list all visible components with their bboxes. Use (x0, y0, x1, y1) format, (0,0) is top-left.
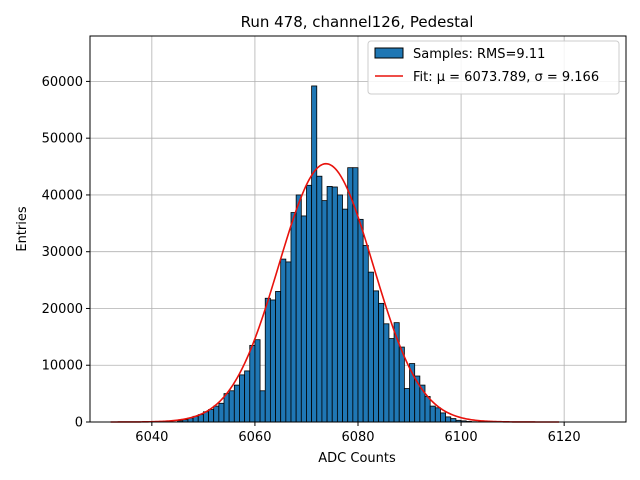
histogram-bar (316, 175, 323, 423)
x-tick-label: 6080 (341, 430, 374, 445)
histogram-bar (275, 291, 282, 423)
x-axis-ticks: 6040 6060 6080 6100 6120 (135, 422, 581, 445)
histogram-bar (213, 405, 220, 423)
legend-box (367, 40, 620, 95)
histogram-bar (403, 388, 410, 423)
histogram-bar (218, 402, 225, 423)
histogram-bar (373, 290, 380, 423)
histogram-bar (249, 344, 256, 423)
histogram-bar (233, 384, 240, 423)
histogram-bar (228, 390, 235, 423)
y-tick-label: 30000 (42, 245, 83, 260)
histogram-bar (244, 370, 251, 423)
histogram-bar (285, 261, 292, 423)
x-tick-label: 6120 (548, 430, 581, 445)
fit-curve (110, 162, 559, 423)
histogram-bar (378, 302, 385, 423)
x-axis-label: ADC Counts (318, 451, 396, 466)
histogram-bar (300, 215, 307, 423)
histogram-bar (280, 258, 287, 423)
histogram-bar (259, 390, 266, 423)
histogram-bar (445, 416, 452, 423)
histogram-bar (223, 393, 230, 423)
x-tick-label: 6100 (445, 430, 478, 445)
histogram-bar (290, 212, 297, 423)
histogram-bar (362, 245, 369, 423)
y-tick-label: 50000 (42, 132, 83, 147)
y-tick-label: 0 (75, 416, 83, 431)
histogram-bar (326, 186, 333, 423)
histogram-bar (383, 323, 390, 423)
legend-bar-swatch (374, 47, 404, 59)
histogram-bar (424, 396, 431, 423)
y-tick-label: 10000 (42, 359, 83, 374)
histogram-bar (347, 167, 354, 423)
x-tick-label: 6040 (135, 430, 168, 445)
histogram-bar (331, 186, 338, 423)
legend-bar-label: Samples: RMS=9.11 (413, 47, 545, 62)
histogram-bar (269, 299, 276, 423)
legend: Samples: RMS=9.11 Fit: μ = 6073.789, σ =… (367, 40, 620, 95)
plot-area (89, 35, 627, 423)
histogram-bar (254, 339, 261, 423)
histogram-bar (342, 208, 349, 423)
histogram-bar (208, 409, 215, 423)
histogram-bar (367, 271, 374, 423)
y-axis-ticks: 0 10000 20000 30000 40000 50000 60000 (42, 75, 90, 431)
histogram-bar (440, 412, 447, 423)
histogram-bar (450, 418, 457, 423)
legend-fit-label: Fit: μ = 6073.789, σ = 9.166 (413, 70, 599, 85)
histogram-bar (239, 374, 246, 423)
histogram-bar (264, 297, 271, 423)
histogram-bar (306, 184, 313, 423)
histogram-bar (388, 338, 395, 423)
chart-title: Run 478, channel126, Pedestal (241, 13, 474, 31)
histogram-bar (434, 407, 441, 423)
histogram-bar (321, 200, 328, 423)
y-axis-label: Entries (15, 206, 30, 252)
histogram-bar (357, 218, 364, 423)
y-tick-label: 20000 (42, 302, 83, 317)
x-tick-label: 6060 (238, 430, 271, 445)
histogram-bar (429, 405, 436, 423)
histogram-bar (336, 194, 343, 423)
y-tick-label: 60000 (42, 75, 83, 90)
histogram-bar (311, 85, 318, 423)
histogram-bar (398, 346, 405, 423)
histogram-bar (295, 194, 302, 423)
y-tick-label: 40000 (42, 188, 83, 203)
